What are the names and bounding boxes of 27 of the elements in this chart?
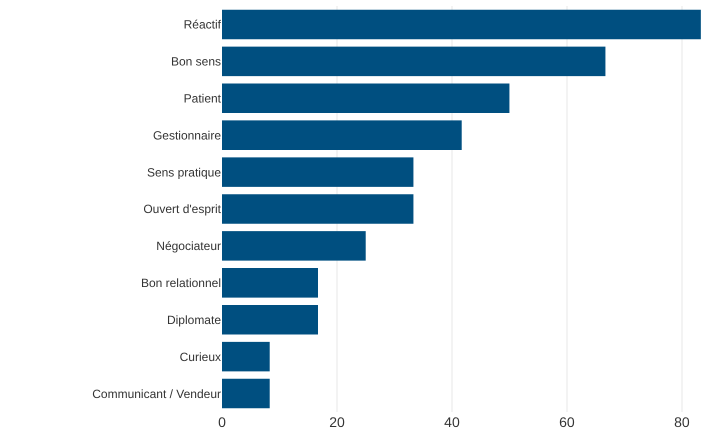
- bar: [222, 84, 510, 114]
- bar: [222, 194, 414, 224]
- y-tick-label: Communicant / Vendeur: [92, 386, 221, 401]
- y-tick-label: Sens pratique: [146, 165, 222, 180]
- bar: [222, 378, 270, 408]
- y-tick-label: Réactif: [184, 18, 222, 32]
- y-tick-label: Diplomate: [166, 312, 222, 327]
- bar: [222, 46, 606, 76]
- y-tick-label: Patient: [184, 91, 222, 106]
- x-tick-label: 0: [218, 414, 226, 430]
- bar: [222, 342, 270, 372]
- bar: [222, 120, 462, 150]
- y-tick-label: Négociateur: [156, 239, 221, 254]
- y-tick-label: Bon relationnel: [140, 276, 221, 290]
- bar: [222, 231, 366, 261]
- bar: [222, 157, 414, 187]
- x-tick-label: 80: [674, 414, 690, 430]
- bar: [222, 268, 318, 298]
- bar: [222, 10, 701, 40]
- x-tick-label: 20: [329, 414, 345, 430]
- x-tick-label: 60: [559, 414, 575, 430]
- y-tick-label: Bon sens: [170, 54, 221, 69]
- y-tick-label: Gestionnaire: [152, 128, 222, 142]
- x-tick-label: 40: [444, 414, 460, 430]
- y-tick-label: Ouvert d'esprit: [143, 202, 222, 216]
- y-tick-label: Curieux: [180, 350, 221, 364]
- bar: [222, 304, 318, 334]
